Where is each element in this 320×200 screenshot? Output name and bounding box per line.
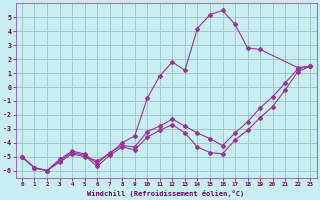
X-axis label: Windchill (Refroidissement éolien,°C): Windchill (Refroidissement éolien,°C): [87, 190, 245, 197]
